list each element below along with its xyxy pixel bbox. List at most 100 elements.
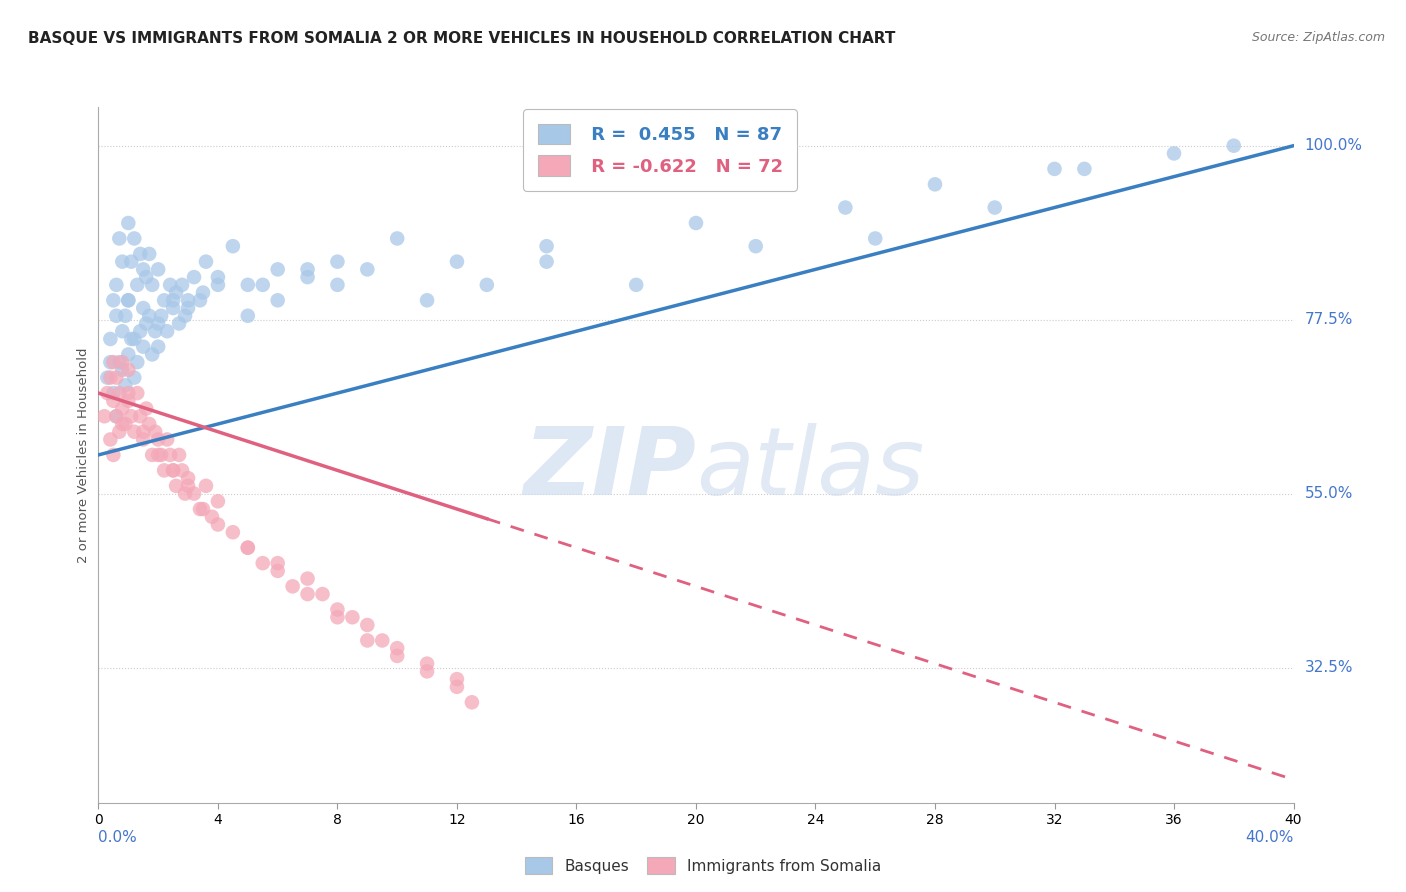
Point [120,409,142,424]
Point [188,293,211,308]
Point [132,340,155,354]
Point [148,340,170,354]
Point [96,386,118,401]
Point [207,277,229,292]
Point [108,425,131,439]
Point [117,293,139,308]
Point [100,332,122,346]
Point [153,293,176,308]
Point [177,301,200,315]
Legend:  R =  0.455   N = 87,  R = -0.622   N = 72: R = 0.455 N = 87, R = -0.622 N = 72 [523,109,797,191]
Point [132,301,155,315]
Point [311,587,333,601]
Point [326,277,349,292]
Point [153,463,176,477]
Point [281,579,304,593]
Text: Source: ZipAtlas.com: Source: ZipAtlas.com [1251,31,1385,45]
Point [172,463,194,477]
Point [114,309,136,323]
Point [117,386,139,401]
Point [326,254,349,268]
Point [156,433,179,447]
Point [117,216,139,230]
Point [207,270,229,285]
Point [108,231,131,245]
Point [371,633,394,648]
Point [183,270,205,285]
Text: 100.0%: 100.0% [1305,138,1362,153]
Point [236,541,259,555]
Point [326,610,349,624]
Point [111,363,134,377]
Point [124,231,146,245]
Point [252,556,274,570]
Point [267,556,290,570]
Point [446,672,468,686]
Point [172,277,194,292]
Point [446,680,468,694]
Point [141,277,163,292]
Point [267,564,290,578]
Point [174,486,197,500]
Point [297,270,319,285]
Point [416,657,439,671]
Point [195,479,218,493]
Point [96,370,118,384]
Point [93,409,115,424]
Point [165,285,187,300]
Point [150,448,173,462]
Point [222,525,245,540]
Text: 32.5%: 32.5% [1305,660,1353,675]
Point [105,409,128,424]
Point [385,641,409,656]
Point [745,239,768,253]
Point [191,285,214,300]
Point [236,309,259,323]
Point [267,293,290,308]
Point [111,324,134,338]
Point [141,347,163,361]
Point [356,618,378,632]
Point [148,317,170,331]
Point [111,417,134,431]
Point [105,409,128,424]
Point [475,277,498,292]
Point [207,517,229,532]
Point [141,448,163,462]
Point [120,332,142,346]
Point [177,471,200,485]
Point [356,262,378,277]
Point [162,463,184,477]
Point [143,425,166,439]
Point [156,324,179,338]
Point [297,262,319,277]
Point [111,401,134,416]
Point [1073,161,1095,176]
Point [117,347,139,361]
Point [159,277,181,292]
Point [127,355,149,369]
Point [177,479,200,493]
Point [416,665,439,679]
Point [536,254,558,268]
Point [162,463,184,477]
Point [863,231,887,245]
Point [135,317,157,331]
Point [1222,138,1246,153]
Point [132,433,155,447]
Point [984,201,1007,215]
Point [143,324,166,338]
Point [685,216,707,230]
Point [135,270,157,285]
Point [162,301,184,315]
Point [356,633,378,648]
Point [124,425,146,439]
Point [924,178,946,192]
Point [103,355,125,369]
Point [132,425,155,439]
Point [416,293,439,308]
Point [117,293,139,308]
Text: 77.5%: 77.5% [1305,312,1353,327]
Point [100,355,122,369]
Point [297,572,319,586]
